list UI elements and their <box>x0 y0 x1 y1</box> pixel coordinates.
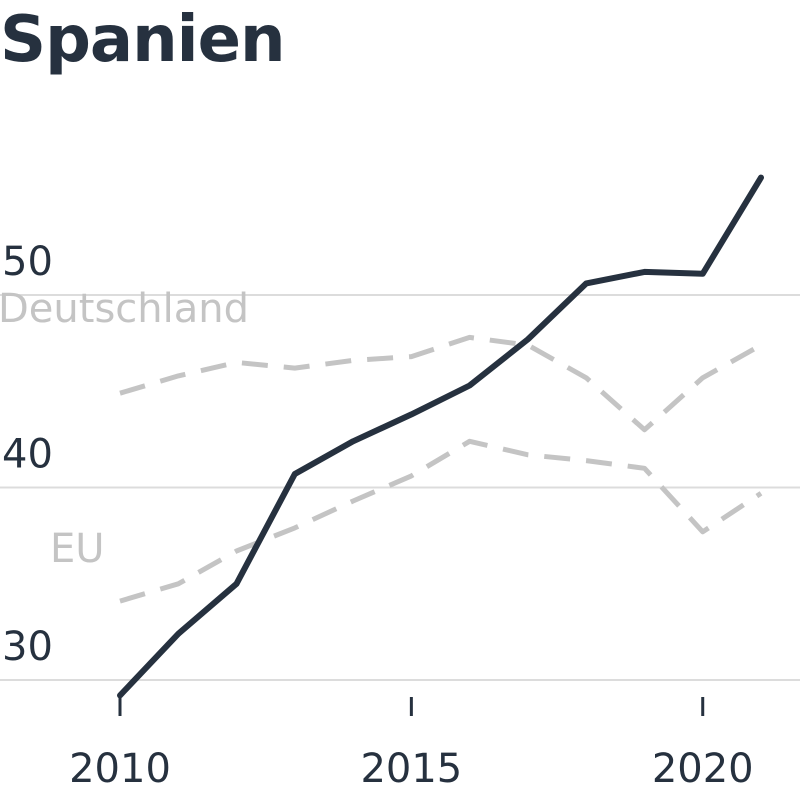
series-line-deutschland <box>119 334 763 433</box>
y-tick-label-30: 30 <box>2 624 53 670</box>
series-label-eu: EU <box>50 526 105 572</box>
x-ticks: 2010 2015 2020 <box>69 697 754 792</box>
x-tick-label-2020: 2020 <box>652 746 754 792</box>
chart-title: Spanien <box>0 3 286 77</box>
series-label-deutschland: Deutschland <box>0 286 249 332</box>
gridlines <box>0 294 800 681</box>
series-lines <box>117 174 764 699</box>
y-tick-labels: 30 40 50 <box>2 239 53 670</box>
x-tick-label-2010: 2010 <box>69 746 171 792</box>
series-line-spanien <box>117 174 764 699</box>
y-tick-label-50: 50 <box>2 239 53 285</box>
x-tick-label-2015: 2015 <box>360 746 462 792</box>
series-line-eu <box>119 438 763 604</box>
y-tick-label-40: 40 <box>2 432 53 478</box>
